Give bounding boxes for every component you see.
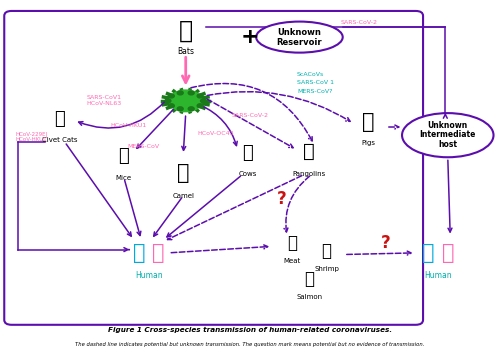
- Circle shape: [188, 91, 194, 95]
- Circle shape: [168, 94, 174, 98]
- Ellipse shape: [256, 22, 342, 53]
- Text: 🐪: 🐪: [177, 163, 190, 183]
- Text: 🦦: 🦦: [54, 110, 65, 128]
- Text: 🚹: 🚹: [132, 243, 145, 263]
- Text: Meat: Meat: [284, 258, 300, 264]
- Text: Civet Cats: Civet Cats: [42, 137, 78, 143]
- Text: 🐀: 🐀: [118, 147, 130, 166]
- Text: Shrimp: Shrimp: [314, 266, 339, 272]
- Text: ScACoVs: ScACoVs: [297, 72, 324, 77]
- Ellipse shape: [402, 113, 494, 157]
- Circle shape: [178, 107, 183, 111]
- Circle shape: [178, 91, 183, 95]
- Text: SARS-CoV1
HCoV-NL63: SARS-CoV1 HCoV-NL63: [86, 95, 122, 106]
- Text: Pigs: Pigs: [362, 140, 376, 146]
- Text: +: +: [240, 27, 260, 47]
- Text: Reservoir: Reservoir: [276, 39, 322, 48]
- Text: 🚺: 🚺: [442, 243, 454, 263]
- Circle shape: [188, 107, 194, 111]
- Text: Mice: Mice: [116, 175, 132, 181]
- Text: Salmon: Salmon: [296, 294, 322, 300]
- Circle shape: [200, 99, 206, 103]
- Text: 🦔: 🦔: [304, 142, 315, 161]
- Circle shape: [197, 94, 203, 98]
- Text: MERS-CoV: MERS-CoV: [128, 144, 160, 149]
- Text: 🚹: 🚹: [422, 243, 434, 263]
- Text: Cows: Cows: [238, 171, 256, 177]
- Text: Unknown: Unknown: [428, 121, 468, 130]
- Text: Human: Human: [424, 271, 452, 280]
- Text: Figure 1 Cross-species transmission of human-related coronaviruses.: Figure 1 Cross-species transmission of h…: [108, 327, 392, 333]
- Text: 🐄: 🐄: [242, 144, 253, 162]
- Text: 🐷: 🐷: [362, 112, 375, 132]
- Text: 🚺: 🚺: [152, 243, 165, 263]
- Text: MERS-CoV?: MERS-CoV?: [297, 88, 332, 94]
- Text: ?: ?: [278, 190, 287, 208]
- Text: HCoV-HKU1: HCoV-HKU1: [110, 123, 147, 128]
- Text: 🐟: 🐟: [304, 270, 314, 288]
- Text: SARS-CoV-2: SARS-CoV-2: [340, 20, 378, 25]
- Text: Intermediate: Intermediate: [420, 130, 476, 139]
- Circle shape: [168, 104, 174, 108]
- Text: HCoV-OC43: HCoV-OC43: [197, 131, 234, 136]
- Text: SARS-CoV-2: SARS-CoV-2: [232, 113, 268, 118]
- Circle shape: [197, 104, 203, 108]
- Text: 🦇: 🦇: [178, 19, 193, 43]
- Text: HCoV-229E|
HCoV-HKU1: HCoV-229E| HCoV-HKU1: [15, 131, 48, 143]
- Text: Pangolins: Pangolins: [292, 171, 326, 177]
- Text: Unknown: Unknown: [278, 28, 322, 37]
- Text: 🦐: 🦐: [322, 242, 332, 260]
- Text: Human: Human: [135, 271, 162, 280]
- Circle shape: [170, 90, 202, 112]
- Text: Bats: Bats: [177, 47, 194, 56]
- Text: SARS-CoV 1: SARS-CoV 1: [297, 81, 334, 85]
- Circle shape: [165, 99, 171, 103]
- Text: ?: ?: [381, 234, 391, 252]
- Text: Camel: Camel: [172, 193, 194, 199]
- Text: The dashed line indicates potential but unknown transmission. The question mark : The dashed line indicates potential but …: [76, 342, 424, 347]
- Text: host: host: [438, 140, 458, 149]
- Text: 🥩: 🥩: [287, 234, 297, 252]
